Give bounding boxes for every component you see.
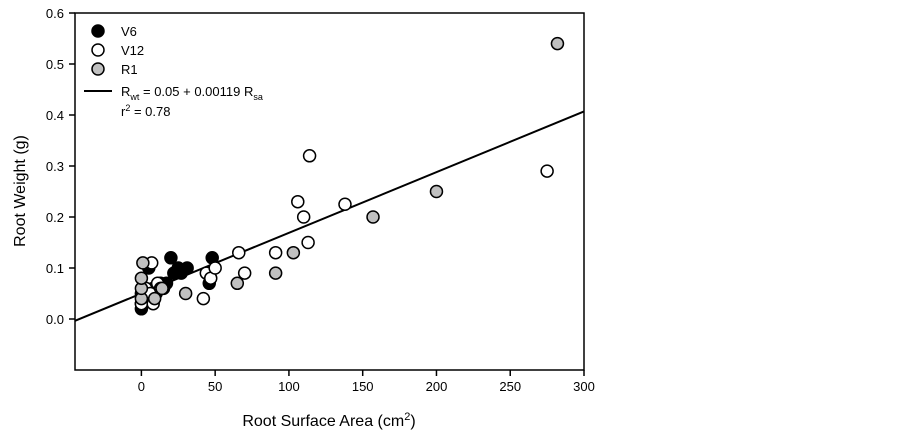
legend-label-r1: R1 [121, 62, 138, 77]
y-tick-label: 0.2 [46, 210, 64, 225]
x-tick-label: 200 [426, 379, 448, 394]
point-r1 [178, 286, 193, 301]
point-r1 [268, 266, 283, 280]
point-v12 [237, 266, 252, 280]
point-v12 [338, 197, 352, 211]
point-v12 [291, 194, 305, 209]
point-v12 [268, 245, 283, 260]
y-axis-ticks: 0.0 0.1 0.2 0.3 0.4 0.5 0.6 [46, 6, 75, 327]
point-v12 [301, 235, 315, 250]
legend-label-v6: V6 [121, 24, 137, 39]
point-v12 [540, 164, 554, 178]
point-v12 [232, 245, 246, 260]
x-tick-label: 300 [573, 379, 595, 394]
point-r1 [136, 256, 150, 270]
point-v6 [180, 261, 194, 275]
point-v12 [208, 261, 222, 275]
legend-marker-v12 [91, 43, 105, 57]
y-tick-label: 0.0 [46, 312, 64, 327]
point-r1 [155, 281, 169, 296]
y-tick-label: 0.5 [46, 57, 64, 72]
x-tick-label: 250 [499, 379, 521, 394]
legend-label-regression: Rwt = 0.05 + 0.00119 Rsa [121, 84, 263, 102]
x-tick-label: 150 [352, 379, 374, 394]
y-tick-label: 0.1 [46, 261, 64, 276]
data-points [134, 36, 565, 316]
point-r1 [134, 271, 149, 285]
legend-marker-v6 [91, 24, 105, 38]
x-axis-ticks: 0 50 100 150 200 250 300 [138, 370, 595, 394]
legend: V6 V12 R1 Rwt = 0.05 + 0.00119 Rsa r2 = … [84, 24, 263, 119]
plot-frame [74, 12, 585, 371]
x-tick-label: 50 [208, 379, 222, 394]
point-v12 [296, 210, 311, 224]
y-tick-label: 0.4 [46, 108, 64, 123]
point-v12 [302, 149, 317, 163]
point-v6 [164, 251, 178, 265]
x-axis-title: Root Surface Area (cm2) [242, 411, 415, 430]
y-axis-title: Root Weight (g) [12, 135, 29, 247]
point-r1 [366, 210, 380, 224]
y-tick-label: 0.6 [46, 6, 64, 21]
legend-label-r2: r2 = 0.78 [121, 103, 170, 119]
point-r1 [230, 276, 245, 291]
x-tick-label: 0 [138, 379, 145, 394]
legend-label-v12: V12 [121, 43, 144, 58]
y-tick-label: 0.3 [46, 159, 64, 174]
x-tick-label: 100 [278, 379, 300, 394]
point-r1 [286, 245, 301, 260]
point-r1 [147, 291, 162, 306]
point-r1 [550, 36, 565, 51]
point-v12 [196, 291, 211, 306]
legend-marker-r1 [91, 62, 105, 76]
point-r1 [429, 184, 444, 199]
